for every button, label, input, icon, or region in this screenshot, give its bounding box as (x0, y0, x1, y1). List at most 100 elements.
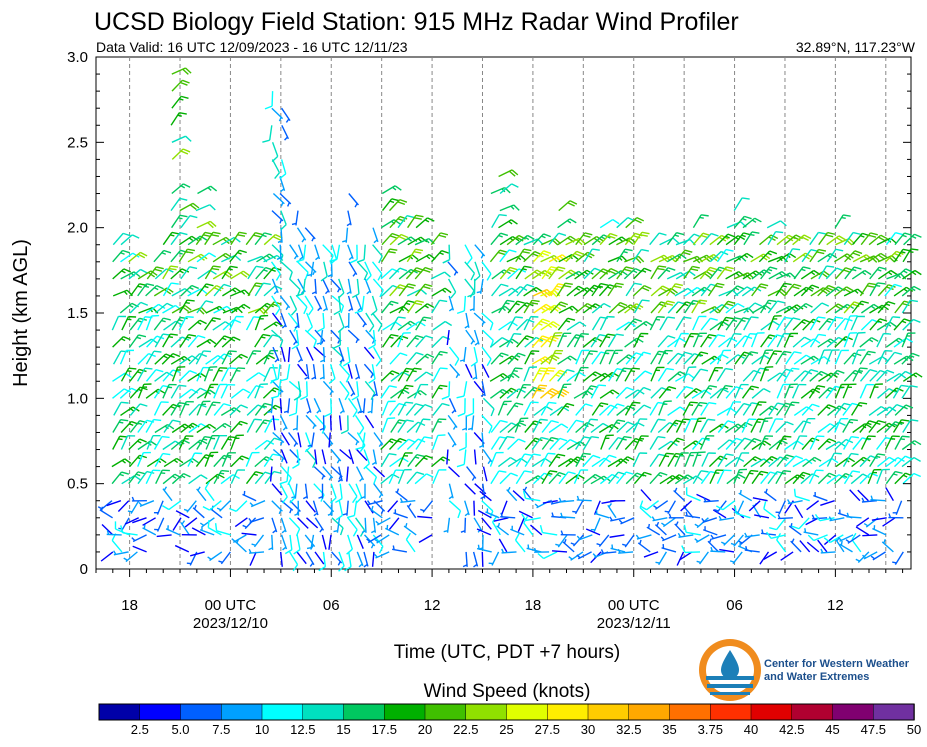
wind-barb (355, 483, 363, 504)
wind-barb (351, 278, 360, 299)
wind-barb (280, 261, 293, 280)
wind-barb (297, 517, 309, 529)
wind-barb (714, 500, 727, 513)
wind-barb (347, 431, 360, 446)
wind-barb (399, 497, 416, 503)
wind-barb (524, 437, 543, 450)
wind-barb (540, 367, 556, 382)
wind-barb (414, 266, 433, 280)
wind-barb (651, 516, 668, 522)
wind-barb (279, 415, 288, 431)
wind-barb (524, 350, 540, 365)
wind-barb (111, 458, 132, 468)
wind-barb (271, 312, 283, 326)
colorbar-swatch (384, 703, 426, 721)
wind-barb (289, 295, 298, 316)
wind-barb (111, 471, 130, 485)
wind-barb (481, 551, 484, 567)
wind-barb (729, 551, 743, 565)
wind-barb (305, 500, 316, 513)
wind-barb (216, 500, 231, 512)
wind-barb (330, 329, 342, 344)
wind-barb (469, 295, 475, 311)
wind-barb (280, 517, 287, 534)
wind-barb (248, 517, 265, 524)
colorbar-swatch (302, 703, 345, 721)
wind-barb (192, 504, 205, 519)
wind-barb (381, 417, 396, 433)
wind-barb (280, 346, 286, 362)
wind-barb (228, 500, 248, 512)
wind-barb (112, 418, 129, 433)
wind-barb (507, 300, 525, 314)
wind-barb (515, 234, 535, 246)
wind-barb (658, 349, 673, 365)
wind-barb (280, 432, 290, 446)
wind-barb (674, 521, 686, 536)
wind-barb (289, 329, 298, 346)
wind-barb (573, 333, 589, 348)
colorbar-label: 5.0 (171, 722, 189, 737)
wind-barb (347, 517, 358, 537)
wind-barb (213, 469, 230, 485)
wind-barbs (97, 67, 923, 572)
wind-barb (291, 210, 299, 226)
wind-barb (280, 551, 283, 567)
wind-barb (540, 335, 559, 348)
wind-barb (414, 454, 434, 468)
wind-barb (197, 185, 218, 195)
wind-barb (245, 232, 263, 246)
wind-barb (557, 332, 572, 348)
wind-barb (741, 351, 759, 365)
wind-barb (207, 519, 222, 536)
wind-barb (314, 244, 321, 261)
wind-barb (793, 266, 811, 280)
wind-barb (204, 481, 215, 502)
wind-barb (372, 534, 384, 554)
wind-barb (702, 526, 718, 536)
wind-barb (775, 500, 786, 515)
wind-barb (415, 316, 432, 331)
wind-barb (499, 266, 518, 280)
colorbar-swatch (221, 703, 263, 721)
colorbar-swatch (465, 703, 508, 721)
wind-barb (682, 401, 698, 416)
wind-barb (381, 185, 402, 195)
wind-barb (720, 534, 735, 546)
wind-barb (221, 336, 241, 348)
wind-barb (582, 418, 598, 433)
wind-barb (414, 303, 435, 314)
wind-barb (375, 517, 391, 526)
wind-barb (783, 317, 801, 331)
wind-barb (430, 232, 449, 246)
wind-barb (356, 261, 369, 281)
wind-barb (346, 534, 354, 555)
wind-barb (549, 301, 569, 314)
wind-barb (178, 248, 195, 263)
wind-barb (304, 227, 316, 242)
wind-barb (582, 435, 599, 450)
wind-barb (279, 483, 288, 504)
wind-barb (632, 285, 652, 297)
wind-barb (374, 534, 390, 544)
wind-barb (356, 449, 368, 461)
wind-barb (178, 316, 194, 331)
wind-barb (699, 266, 718, 280)
wind-barb (163, 457, 184, 468)
wind-barb (153, 317, 171, 331)
wind-barb (432, 469, 447, 484)
wind-barb (708, 367, 723, 382)
wind-barb (464, 363, 473, 379)
wind-barb (719, 548, 735, 553)
wind-barb (263, 321, 283, 331)
y-tick-label: 1.0 (67, 390, 88, 407)
wind-barb (766, 350, 782, 365)
wind-barb (716, 233, 736, 246)
wind-barb (230, 367, 246, 382)
wind-barb (338, 551, 345, 572)
wind-barb (431, 299, 448, 314)
wind-barb (748, 500, 761, 512)
wind-barb (284, 534, 293, 555)
wind-barb (448, 500, 462, 519)
